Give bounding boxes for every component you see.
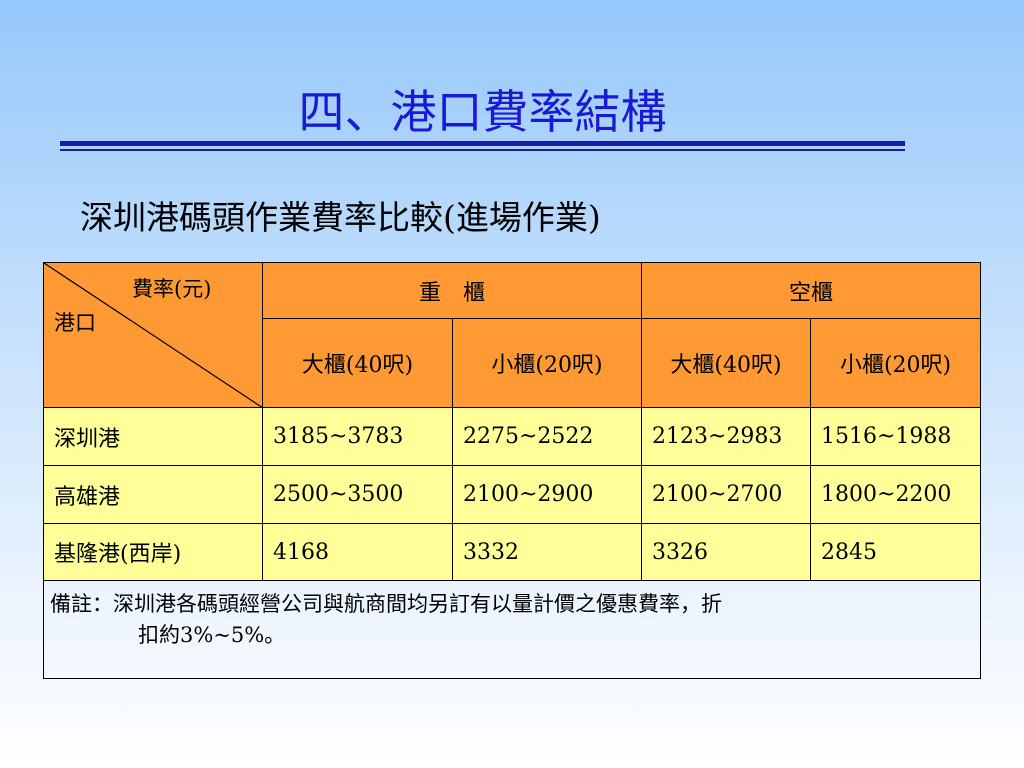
port-name: 深圳港 — [43, 407, 263, 466]
fee-value: 3326 — [641, 523, 812, 581]
group-header-empty: 空櫃 — [641, 262, 982, 319]
sub-header: 大櫃(40呎) — [262, 318, 453, 408]
title-underline-thick — [60, 141, 905, 146]
fee-value: 2275~2522 — [451, 407, 643, 466]
fee-value: 2123~2983 — [641, 407, 812, 466]
port-name: 高雄港 — [43, 465, 263, 524]
fee-value: 4168 — [262, 523, 453, 581]
footnote-line-1: 備註：深圳港各碼頭經營公司與航商間均另訂有以量計價之優惠費率，折 — [50, 592, 722, 616]
fee-value: 2500~3500 — [262, 465, 453, 524]
corner-label-rate: 費率(元) — [132, 277, 212, 301]
slide-subtitle: 深圳港碼頭作業費率比較(進場作業) — [80, 198, 601, 237]
table-row: 深圳港 3185~3783 2275~2522 2123~2983 1516~1… — [43, 407, 982, 466]
corner-diagonal-line — [44, 263, 262, 407]
footnote-line-2: 扣約3%~5%。 — [138, 623, 286, 647]
table-footnote: 備註：深圳港各碼頭經營公司與航商間均另訂有以量計價之優惠費率，折 扣約3%~5%… — [42, 580, 982, 679]
fee-value: 3185~3783 — [262, 407, 453, 466]
fee-comparison-table: 費率(元) 港口 重 櫃 空櫃 大櫃(40呎) 小櫃(20呎) 大櫃(40呎) … — [42, 262, 982, 679]
sub-header: 大櫃(40呎) — [641, 318, 812, 408]
slide-title: 四、港口費率結構 — [298, 85, 667, 139]
table-row: 基隆港(西岸) 4168 3332 3326 2845 — [43, 523, 982, 581]
sub-header: 小櫃(20呎) — [810, 318, 982, 408]
fee-value: 2100~2700 — [641, 465, 812, 524]
table-row: 高雄港 2500~3500 2100~2900 2100~2700 1800~2… — [43, 465, 982, 524]
group-header-loaded: 重 櫃 — [261, 262, 643, 319]
fee-value: 2100~2900 — [451, 465, 643, 524]
fee-value: 1516~1988 — [810, 407, 982, 466]
fee-value: 1800~2200 — [810, 465, 982, 524]
corner-label-port: 港口 — [54, 311, 96, 335]
sub-header: 小櫃(20呎) — [451, 318, 643, 408]
fee-value: 3332 — [451, 523, 643, 581]
port-name: 基隆港(西岸) — [43, 523, 263, 581]
fee-value: 2845 — [810, 523, 982, 581]
title-underline-thin — [60, 149, 905, 151]
table-corner-cell: 費率(元) 港口 — [43, 262, 263, 408]
